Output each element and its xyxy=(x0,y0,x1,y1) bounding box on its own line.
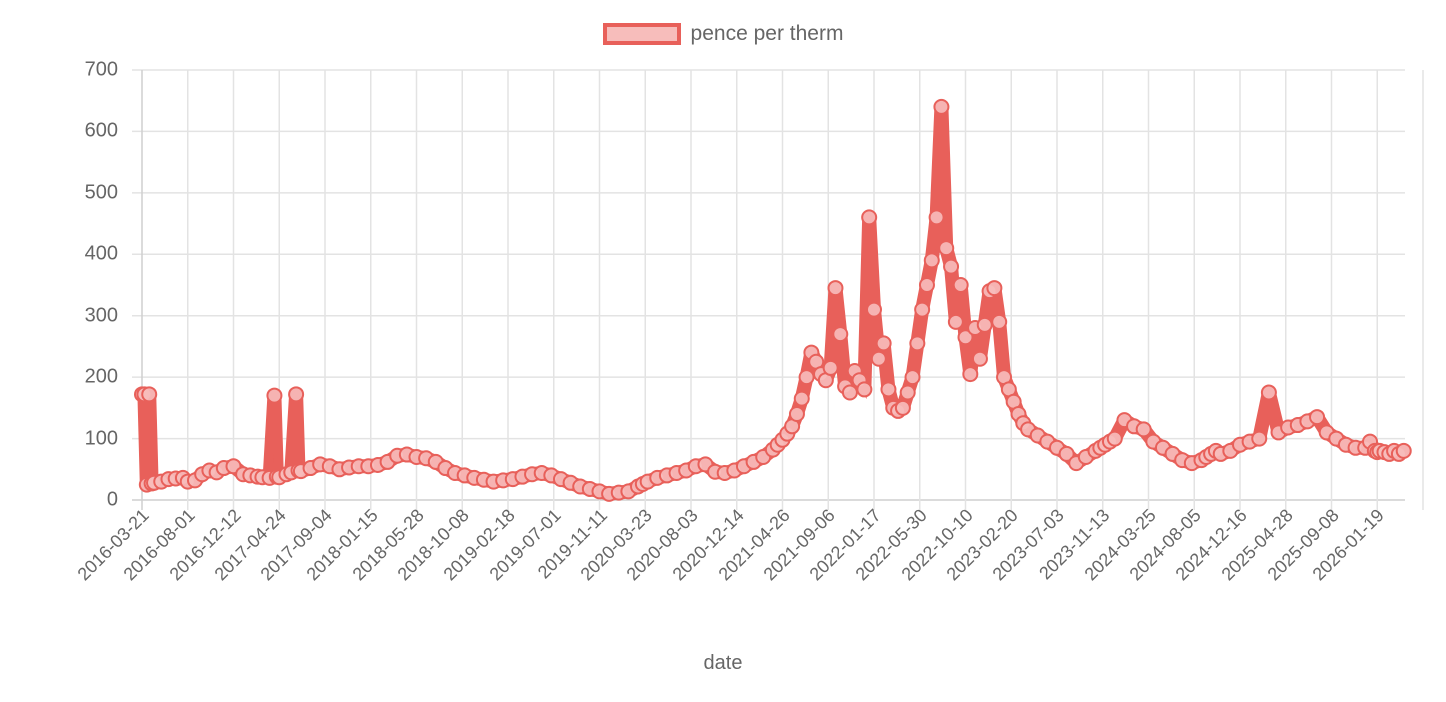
data-point[interactable] xyxy=(933,98,950,115)
y-tick-label: 700 xyxy=(84,58,118,81)
y-tick-label: 600 xyxy=(84,119,118,142)
data-point[interactable] xyxy=(957,329,974,346)
data-point[interactable] xyxy=(962,366,979,383)
gridlines xyxy=(132,69,1424,510)
data-point[interactable] xyxy=(928,209,945,226)
data-point[interactable] xyxy=(1309,409,1326,426)
y-tick-label: 500 xyxy=(84,181,118,204)
data-point[interactable] xyxy=(943,258,960,275)
data-point[interactable] xyxy=(1395,442,1412,459)
data-point[interactable] xyxy=(861,209,878,226)
data-point[interactable] xyxy=(875,335,892,352)
legend[interactable]: pence per therm xyxy=(0,22,1446,46)
y-tick-label: 400 xyxy=(84,242,118,265)
data-point[interactable] xyxy=(1260,384,1277,401)
data-point[interactable] xyxy=(793,390,810,407)
series-pence-per-therm xyxy=(134,98,1412,502)
data-point[interactable] xyxy=(894,399,911,416)
data-point[interactable] xyxy=(870,350,887,367)
data-point[interactable] xyxy=(141,386,158,403)
data-point[interactable] xyxy=(909,335,926,352)
data-point[interactable] xyxy=(288,386,305,403)
y-tick-label: 100 xyxy=(84,427,118,450)
data-point[interactable] xyxy=(986,280,1003,297)
data-point[interactable] xyxy=(976,316,993,333)
data-point[interactable] xyxy=(841,384,858,401)
data-point[interactable] xyxy=(1058,445,1075,462)
data-point[interactable] xyxy=(904,369,921,386)
data-point[interactable] xyxy=(856,381,873,398)
y-tick-label: 0 xyxy=(106,488,118,511)
y-tick-label: 300 xyxy=(84,304,118,327)
data-point[interactable] xyxy=(1135,421,1152,438)
legend-swatch[interactable] xyxy=(602,23,681,45)
data-point[interactable] xyxy=(899,384,916,401)
data-point[interactable] xyxy=(991,313,1008,330)
data-point[interactable] xyxy=(1106,430,1123,447)
data-point[interactable] xyxy=(914,301,931,318)
data-point[interactable] xyxy=(971,350,988,367)
y-tick-label: 200 xyxy=(84,365,118,388)
data-point[interactable] xyxy=(923,252,940,269)
x-axis-label: date xyxy=(703,652,743,674)
data-point[interactable] xyxy=(880,381,897,398)
data-point[interactable] xyxy=(266,387,283,404)
data-point[interactable] xyxy=(952,277,969,293)
data-point[interactable] xyxy=(798,369,815,386)
data-point[interactable] xyxy=(788,406,805,422)
data-point[interactable] xyxy=(832,326,849,343)
data-point[interactable] xyxy=(947,313,964,330)
legend-label: pence per therm xyxy=(690,22,844,45)
data-point[interactable] xyxy=(918,277,935,293)
data-point[interactable] xyxy=(938,240,955,257)
data-point[interactable] xyxy=(827,280,844,297)
data-point[interactable] xyxy=(822,359,839,376)
data-point[interactable] xyxy=(866,301,882,318)
data-point[interactable] xyxy=(1251,430,1268,447)
